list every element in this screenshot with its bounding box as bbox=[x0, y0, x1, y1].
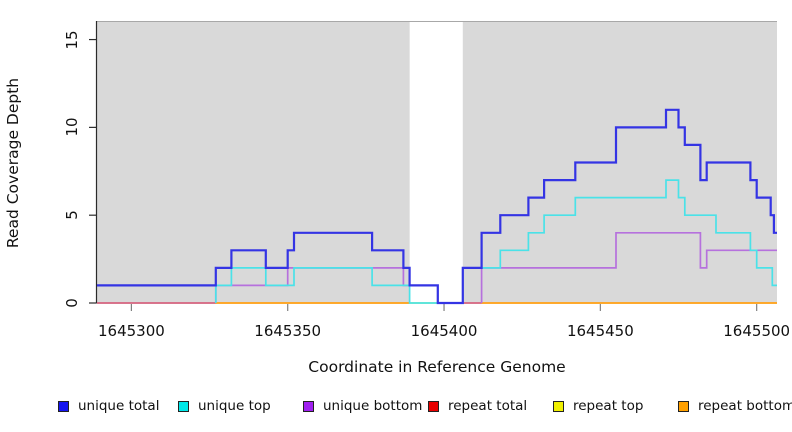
x-tick-label: 1645300 bbox=[97, 322, 165, 340]
x-tick-label: 1645500 bbox=[723, 322, 791, 340]
legend-swatch-icon bbox=[553, 400, 564, 412]
legend-item-repeat-total: repeat total bbox=[428, 397, 527, 415]
y-tick-label: 5 bbox=[63, 210, 81, 220]
legend-swatch-icon bbox=[58, 400, 69, 412]
x-tick-label: 1645450 bbox=[566, 322, 634, 340]
legend-label: repeat total bbox=[448, 398, 528, 414]
legend-swatch-icon bbox=[303, 400, 314, 412]
legend-label: unique total bbox=[78, 398, 160, 414]
legend-label: repeat top bbox=[573, 398, 644, 414]
legend-item-unique-top: unique top bbox=[178, 397, 271, 415]
legend-label: unique top bbox=[198, 398, 271, 414]
legend-item-repeat-top: repeat top bbox=[553, 397, 643, 415]
legend-label: repeat bottom bbox=[698, 398, 792, 414]
y-axis-title: Read Coverage Depth bbox=[4, 77, 22, 249]
x-tick-label: 1645350 bbox=[254, 322, 322, 340]
plot-background-left bbox=[97, 22, 410, 303]
y-tick-label: 0 bbox=[63, 298, 81, 308]
legend-label: unique bottom bbox=[323, 398, 423, 414]
legend-item-repeat-bottom: repeat bottom bbox=[678, 397, 792, 415]
y-tick-label: 15 bbox=[63, 30, 81, 50]
legend-swatch-icon bbox=[428, 400, 439, 412]
x-axis-title: Coordinate in Reference Genome bbox=[308, 358, 566, 376]
series-unique-total bbox=[97, 108, 777, 305]
series-unique-bottom bbox=[480, 231, 777, 303]
legend-swatch-icon bbox=[678, 400, 689, 412]
x-tick-label: 1645400 bbox=[410, 322, 478, 340]
legend-item-unique-bottom: unique bottom bbox=[303, 397, 422, 415]
legend-swatch-icon bbox=[178, 400, 189, 412]
series-unique-top bbox=[214, 179, 777, 304]
legend-item-unique-total: unique total bbox=[58, 397, 159, 415]
y-tick-label: 10 bbox=[63, 117, 81, 137]
